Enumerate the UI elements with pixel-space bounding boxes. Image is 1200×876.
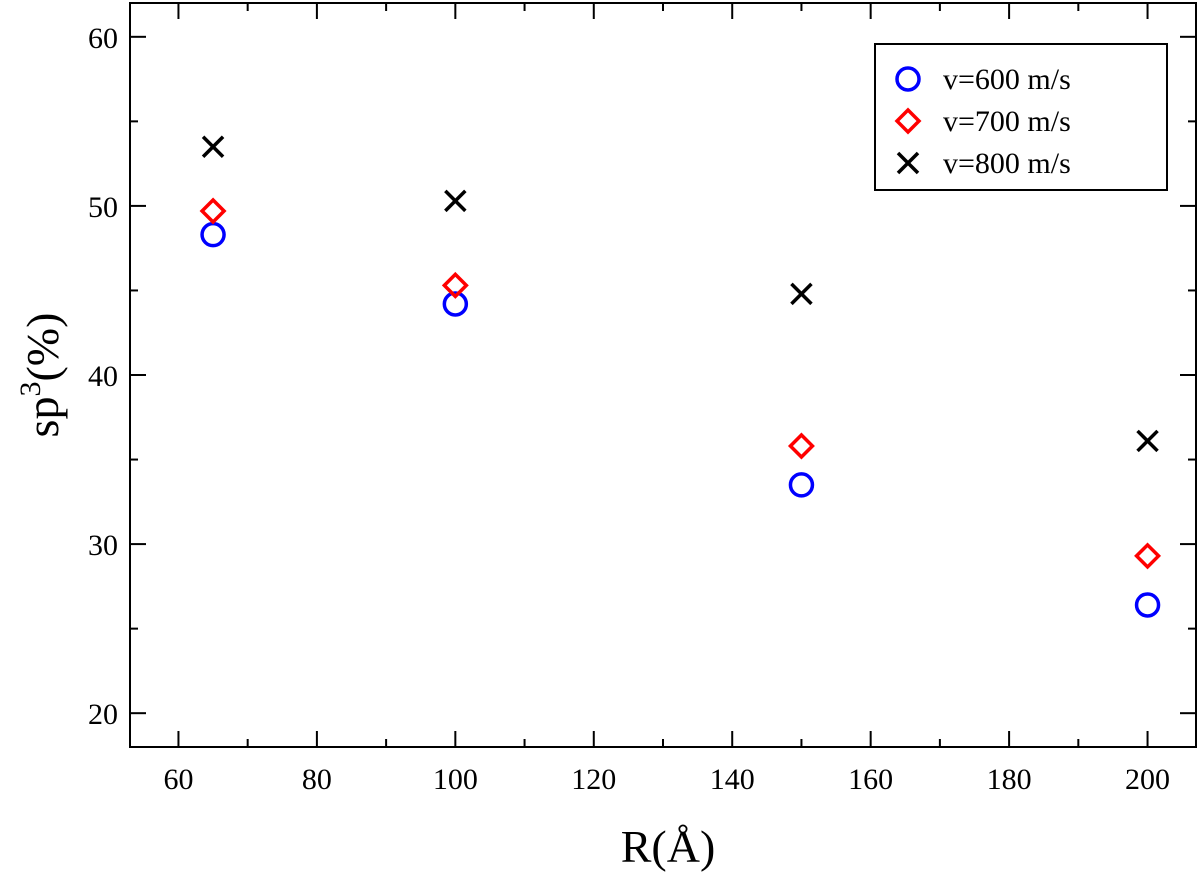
data-point xyxy=(788,472,815,498)
legend-box xyxy=(874,43,1168,191)
y-axis-title: sp3(%) xyxy=(14,313,68,438)
series-3 xyxy=(201,135,1159,453)
y-axis-title-base: sp xyxy=(17,397,68,438)
data-point xyxy=(441,271,469,299)
data-point xyxy=(787,432,815,460)
y-tick-label: 60 xyxy=(88,22,118,55)
legend-label: v=700 m/s xyxy=(943,105,1071,138)
y-axis-title-sup: 3 xyxy=(14,382,47,397)
data-point xyxy=(1134,542,1162,570)
y-tick-label: 50 xyxy=(88,191,118,224)
x-tick-label: 80 xyxy=(302,763,332,796)
x-tick-label: 160 xyxy=(848,763,893,796)
data-point xyxy=(442,291,469,317)
y-tick-label: 20 xyxy=(88,698,118,731)
legend-marker-stroke xyxy=(896,151,920,175)
x-axis-title: R(Å) xyxy=(621,821,716,872)
y-axis-title-unit: (%) xyxy=(17,313,68,382)
tick-labels: 60 80 100 120 140 160 180 200 20 30 40 50 60 xyxy=(88,22,1170,796)
legend-label: v=600 m/s xyxy=(943,63,1071,96)
legend-label: v=800 m/s xyxy=(943,147,1071,180)
y-tick-label: 30 xyxy=(88,529,118,562)
series-1 xyxy=(200,221,1161,618)
legend-marker xyxy=(895,66,921,92)
x-tick-label: 200 xyxy=(1125,763,1170,796)
x-tick-label: 120 xyxy=(571,763,616,796)
data-point-stroke xyxy=(1136,429,1159,453)
data-point xyxy=(200,221,226,248)
data-point xyxy=(1134,592,1161,618)
data-point xyxy=(199,197,227,225)
data-point xyxy=(1136,429,1159,453)
data-point xyxy=(790,282,813,306)
legend-marker xyxy=(896,151,920,175)
x-tick-label: 180 xyxy=(987,763,1032,796)
series-2 xyxy=(199,197,1162,570)
data-point-stroke xyxy=(444,189,467,213)
plot-frame xyxy=(129,2,1197,748)
data-points xyxy=(199,135,1162,618)
x-tick-label: 100 xyxy=(433,763,478,796)
x-tick-label: 140 xyxy=(710,763,755,796)
y-tick-label: 40 xyxy=(88,360,118,393)
data-point-stroke xyxy=(201,135,225,158)
axis-ticks xyxy=(130,3,1196,747)
x-tick-label: 60 xyxy=(163,763,193,796)
data-point xyxy=(201,135,225,158)
data-point-stroke xyxy=(790,282,813,306)
data-point xyxy=(444,189,467,213)
legend: v=600 m/s v=700 m/s v=800 m/s xyxy=(874,43,1168,191)
legend-marker xyxy=(894,107,922,135)
